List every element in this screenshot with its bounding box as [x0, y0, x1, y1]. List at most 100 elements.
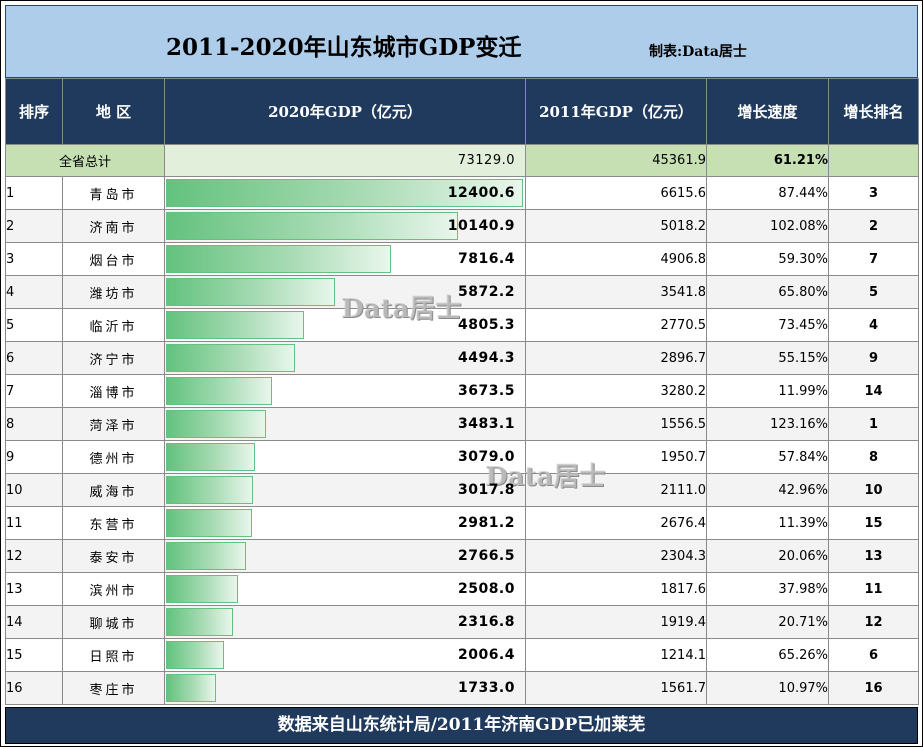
table-row: 16 枣庄市 1733.0 1561.7 10.97% 16	[5, 671, 919, 705]
growth-rank-cell: 13	[828, 539, 919, 573]
gdp2020-value: 1733.0	[457, 680, 515, 696]
rank-cell: 10	[5, 473, 63, 507]
growth-speed-cell: 20.71%	[706, 605, 829, 639]
rank-cell: 6	[5, 341, 63, 375]
table-row: 13 滨州市 2508.0 1817.6 37.98% 11	[5, 572, 919, 606]
table-row: 4 潍坊市 5872.2 3541.8 65.80% 5	[5, 275, 919, 309]
gdp2020-value: 10140.9	[447, 218, 515, 234]
growth-speed-cell: 37.98%	[706, 572, 829, 606]
growth-speed-cell: 65.26%	[706, 638, 829, 672]
table-row: 10 威海市 3017.8 2111.0 42.96% 10	[5, 473, 919, 507]
growth-speed-cell: 102.08%	[706, 209, 829, 243]
table-row: 3 烟台市 7816.4 4906.8 59.30% 7	[5, 242, 919, 276]
rank-cell: 9	[5, 440, 63, 474]
gdp2020-value: 2766.5	[457, 548, 515, 564]
total-growth-speed: 61.21%	[706, 144, 829, 177]
region-cell: 潍坊市	[62, 275, 165, 309]
gdp2020-value: 7816.4	[457, 251, 515, 267]
table-row: 5 临沂市 4805.3 2770.5 73.45% 4	[5, 308, 919, 342]
gdp2020-cell: 12400.6	[164, 176, 526, 210]
total-growth-rank	[828, 144, 919, 177]
table-row: 15 日照市 2006.4 1214.1 65.26% 6	[5, 638, 919, 672]
table-row: 9 德州市 3079.0 1950.7 57.84% 8	[5, 440, 919, 474]
growth-rank-cell: 11	[828, 572, 919, 606]
growth-speed-cell: 57.84%	[706, 440, 829, 474]
gdp2020-cell: 3483.1	[164, 407, 526, 441]
total-row: 全省总计 73129.0 45361.9 61.21%	[5, 144, 919, 177]
gdp2020-value: 2981.2	[457, 515, 515, 531]
rank-cell: 1	[5, 176, 63, 210]
gdp2020-value: 2316.8	[457, 614, 515, 630]
total-gdp2020: 73129.0	[457, 153, 515, 168]
region-cell: 菏泽市	[62, 407, 165, 441]
gdp2020-cell: 3079.0	[164, 440, 526, 474]
gdp2011-cell: 3280.2	[525, 374, 707, 408]
gdp2011-cell: 2770.5	[525, 308, 707, 342]
header-gdp2020: 2020年GDP（亿元）	[164, 78, 526, 145]
growth-speed-cell: 42.96%	[706, 473, 829, 507]
gdp2020-value: 3673.5	[457, 383, 515, 399]
growth-rank-cell: 5	[828, 275, 919, 309]
gdp-data-bar	[166, 476, 253, 504]
region-cell: 济南市	[62, 209, 165, 243]
gdp2011-cell: 1919.4	[525, 605, 707, 639]
gdp-data-bar	[166, 245, 391, 273]
growth-rank-cell: 1	[828, 407, 919, 441]
gdp2020-value: 4494.3	[457, 350, 515, 366]
gdp2020-cell: 1733.0	[164, 671, 526, 705]
header-rank: 排序	[5, 78, 63, 145]
gdp-data-bar	[166, 344, 295, 372]
gdp-data-bar	[166, 542, 246, 570]
header-growth-speed: 增长速度	[706, 78, 829, 145]
credit-label: 制表:Data居士	[649, 44, 747, 60]
table-row: 2 济南市 10140.9 5018.2 102.08% 2	[5, 209, 919, 243]
region-cell: 滨州市	[62, 572, 165, 606]
growth-speed-cell: 65.80%	[706, 275, 829, 309]
growth-speed-cell: 11.99%	[706, 374, 829, 408]
gdp2011-cell: 2676.4	[525, 506, 707, 540]
table-row: 11 东营市 2981.2 2676.4 11.39% 15	[5, 506, 919, 540]
growth-rank-cell: 3	[828, 176, 919, 210]
gdp2011-cell: 2896.7	[525, 341, 707, 375]
gdp2020-cell: 4494.3	[164, 341, 526, 375]
gdp2020-cell: 4805.3	[164, 308, 526, 342]
table-row: 12 泰安市 2766.5 2304.3 20.06% 13	[5, 539, 919, 573]
table-row: 8 菏泽市 3483.1 1556.5 123.16% 1	[5, 407, 919, 441]
table-row: 14 聊城市 2316.8 1919.4 20.71% 12	[5, 605, 919, 639]
total-gdp2011: 45361.9	[525, 144, 707, 177]
region-cell: 聊城市	[62, 605, 165, 639]
gdp2020-cell: 5872.2	[164, 275, 526, 309]
rank-cell: 14	[5, 605, 63, 639]
gdp2011-cell: 2304.3	[525, 539, 707, 573]
gdp2011-cell: 6615.6	[525, 176, 707, 210]
header-region: 地 区	[62, 78, 165, 145]
growth-rank-cell: 14	[828, 374, 919, 408]
gdp-data-bar	[166, 674, 216, 702]
gdp-data-bar	[166, 509, 252, 537]
title-bar: 2011-2020年山东城市GDP变迁 制表:Data居士	[5, 5, 918, 78]
gdp-data-bar	[166, 410, 266, 438]
region-cell: 淄博市	[62, 374, 165, 408]
growth-speed-cell: 123.16%	[706, 407, 829, 441]
rank-cell: 8	[5, 407, 63, 441]
gdp2011-cell: 4906.8	[525, 242, 707, 276]
table-row: 7 淄博市 3673.5 3280.2 11.99% 14	[5, 374, 919, 408]
gdp2011-cell: 1950.7	[525, 440, 707, 474]
table-row: 6 济宁市 4494.3 2896.7 55.15% 9	[5, 341, 919, 375]
gdp2020-cell: 3673.5	[164, 374, 526, 408]
header-growth-rank: 增长排名	[828, 78, 919, 145]
page-title: 2011-2020年山东城市GDP变迁	[166, 34, 522, 61]
gdp2020-cell: 2766.5	[164, 539, 526, 573]
gdp2011-cell: 1556.5	[525, 407, 707, 441]
growth-speed-cell: 10.97%	[706, 671, 829, 705]
gdp2011-cell: 3541.8	[525, 275, 707, 309]
gdp-data-bar	[166, 575, 238, 603]
gdp-table: 排序 地 区 2020年GDP（亿元） 2011年GDP（亿元） 增长速度 增长…	[5, 78, 919, 705]
total-gdp2020-cell: 73129.0	[164, 144, 526, 177]
gdp2020-value: 3017.8	[457, 482, 515, 498]
gdp-data-bar	[166, 179, 523, 207]
region-cell: 威海市	[62, 473, 165, 507]
growth-speed-cell: 87.44%	[706, 176, 829, 210]
gdp-data-bar	[166, 311, 304, 339]
region-cell: 日照市	[62, 638, 165, 672]
